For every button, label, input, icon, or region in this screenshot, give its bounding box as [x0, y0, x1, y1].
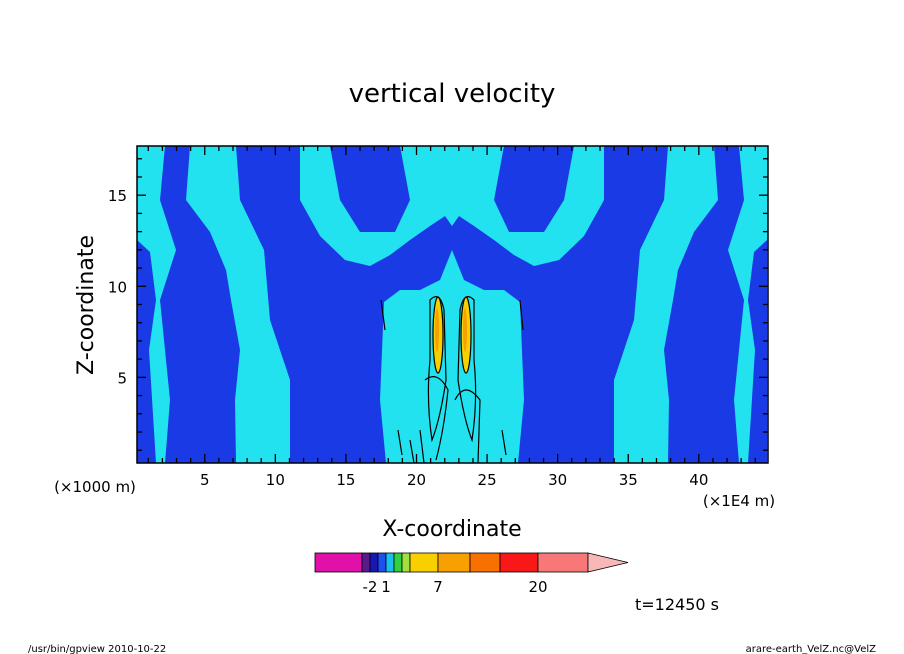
- footer-left: /usr/bin/gpview 2010-10-22: [28, 644, 166, 654]
- colorbar-label: 20: [528, 578, 547, 596]
- x-tick-label: 30: [548, 471, 567, 489]
- x-tick-label: 20: [407, 471, 426, 489]
- colorbar-box: [393, 552, 403, 573]
- colorbar-box: [314, 552, 363, 573]
- colorbar-label: 1: [381, 578, 391, 596]
- x-tick-label: 40: [689, 471, 708, 489]
- footer-right: arare-earth_VelZ.nc@VelZ: [746, 644, 877, 654]
- colorbar-label: 7: [433, 578, 443, 596]
- x-tick-label: 35: [619, 471, 638, 489]
- colorbar-box: [537, 552, 589, 573]
- y-tick-label: 10: [108, 278, 127, 296]
- x-tick-label: 5: [200, 471, 210, 489]
- y-unit: (×1000 m): [54, 478, 136, 496]
- colorbar-box: [369, 552, 379, 573]
- colorbar-extend: [587, 552, 629, 573]
- colorbar-box: [361, 552, 371, 573]
- x-unit: (×1E4 m): [703, 492, 775, 510]
- contour-field: [137, 146, 768, 463]
- colorbar-box: [385, 552, 395, 573]
- colorbar-label: -2: [363, 578, 378, 596]
- time-label: t=12450 s: [635, 595, 719, 614]
- x-tick-label: 10: [266, 471, 285, 489]
- colorbar-box: [377, 552, 387, 573]
- y-axis-label: Z-coordinate: [74, 235, 99, 375]
- colorbar-box: [499, 552, 539, 573]
- x-tick-label: 15: [336, 471, 355, 489]
- colorbar-box: [401, 552, 411, 573]
- y-tick-label: 5: [117, 369, 127, 387]
- colorbar-box: [469, 552, 501, 573]
- x-tick-label: 25: [478, 471, 497, 489]
- colorbar-box: [437, 552, 471, 573]
- y-tick-label: 15: [108, 187, 127, 205]
- x-axis-label: X-coordinate: [382, 517, 521, 542]
- colorbar-box: [409, 552, 439, 573]
- chart-title: vertical velocity: [349, 79, 556, 109]
- colorbar: -2 1 7 20: [314, 552, 629, 596]
